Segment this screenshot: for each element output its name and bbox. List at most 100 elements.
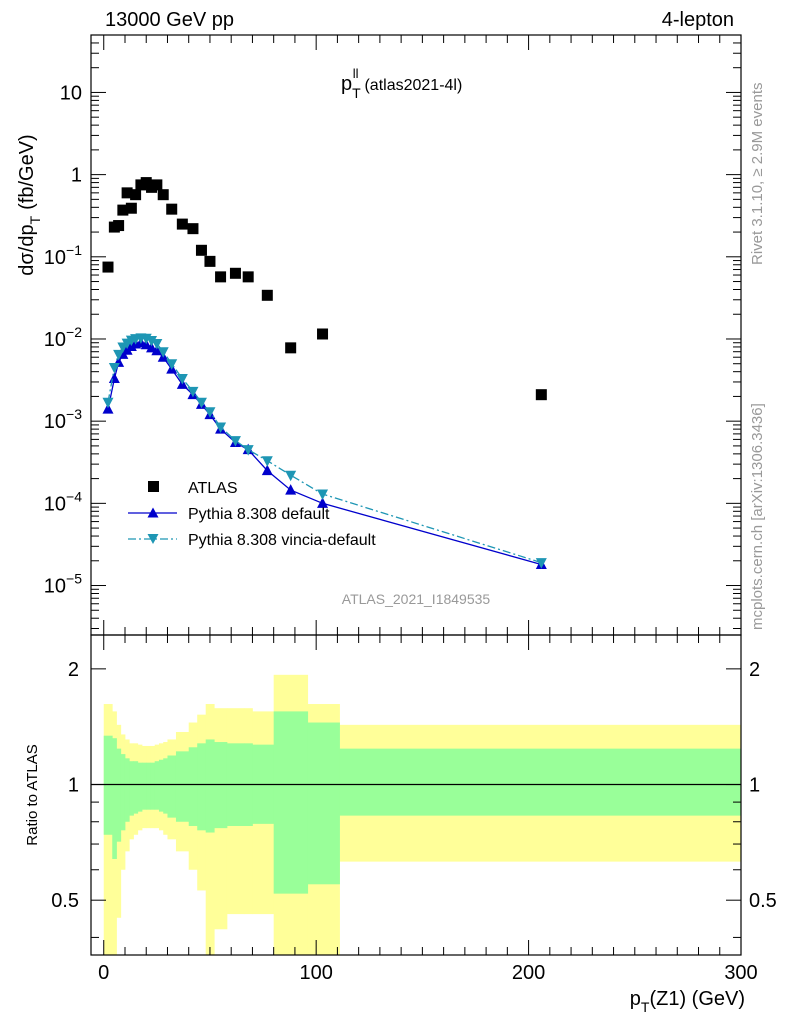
atlas-data-point bbox=[215, 271, 227, 283]
stat-band-bin bbox=[124, 758, 130, 822]
legend-marker-atlas bbox=[148, 481, 159, 492]
pythia-vincia-point bbox=[535, 558, 547, 569]
pythia-vincia-point bbox=[146, 335, 158, 347]
x-axis-label-main: p bbox=[630, 988, 641, 1010]
main-y-tick-label: 10−1 bbox=[44, 242, 82, 269]
mcplots-label: mcplots.cern.ch [arXiv:1306.3436] bbox=[749, 403, 766, 630]
pythia-vincia-point bbox=[317, 489, 329, 500]
atlas-data-point bbox=[317, 328, 329, 340]
pythia-vincia-point bbox=[113, 349, 125, 361]
atlas-data-point bbox=[195, 244, 207, 256]
x-tick-label: 100 bbox=[299, 962, 332, 984]
atlas-data-point bbox=[113, 220, 125, 232]
stat-band-bin bbox=[205, 739, 215, 833]
atlas-data-point bbox=[204, 255, 216, 267]
pythia-vincia-point bbox=[151, 339, 163, 350]
main-y-tick-label: 10−5 bbox=[44, 571, 82, 598]
atlas-data-point bbox=[285, 342, 297, 354]
stat-band-bin bbox=[158, 759, 164, 812]
atlas-data-point bbox=[117, 204, 129, 216]
x-axis-label-sub: T bbox=[641, 999, 650, 1015]
pythia-vincia-point bbox=[187, 386, 199, 398]
stat-band-bin bbox=[103, 735, 113, 835]
atlas-data-point bbox=[176, 218, 188, 230]
atlas-data-point bbox=[130, 189, 142, 201]
pythia-vincia-point bbox=[204, 407, 216, 418]
pythia-vincia-point bbox=[285, 470, 297, 482]
x-axis-label: pT(Z1) (GeV) bbox=[630, 988, 745, 1015]
pythia-vincia-point bbox=[242, 445, 254, 456]
pythia-vincia-point bbox=[157, 347, 169, 358]
stat-band-bin bbox=[150, 762, 156, 810]
ratio-y-tick-label-right: 1 bbox=[749, 775, 760, 797]
x-tick-labels: 0 100 200 300 bbox=[98, 962, 758, 984]
main-y-axis-label-sub: T bbox=[27, 215, 43, 224]
main-y-tick-label: 10 bbox=[60, 82, 82, 104]
stat-band-bin bbox=[273, 711, 309, 894]
stat-band-bin bbox=[163, 758, 168, 814]
main-y-tick-labels: 10 1 10−1 10−2 10−3 10−4 10−5 bbox=[44, 82, 82, 597]
plot-title: pTll (atlas2021-4l) bbox=[341, 66, 462, 101]
process-label: 4-lepton bbox=[662, 9, 734, 31]
stat-band-bin bbox=[197, 743, 207, 831]
analysis-watermark: ATLAS_2021_I1849535 bbox=[342, 591, 491, 607]
legend-label-atlas: ATLAS bbox=[188, 480, 238, 497]
atlas-data-point bbox=[229, 267, 241, 279]
pythia-default-point bbox=[317, 497, 329, 508]
stat-band-bin bbox=[339, 748, 742, 816]
ratio-y-tick-label-right: 0.5 bbox=[749, 890, 777, 912]
stat-band-bin bbox=[167, 755, 177, 818]
ratio-plot-frame bbox=[90, 634, 742, 956]
stat-band-bin bbox=[116, 748, 122, 842]
plot-title-sub: T bbox=[352, 85, 361, 101]
atlas-data-point bbox=[242, 271, 254, 283]
pythia-vincia-point bbox=[166, 359, 178, 370]
ratio-y-tick-labels: 0.5 0.5 1 1 2 2 bbox=[51, 659, 777, 912]
main-y-tick-label: 10−3 bbox=[44, 406, 82, 433]
main-y-tick-label: 1 bbox=[71, 165, 82, 187]
atlas-data-point bbox=[535, 389, 547, 401]
x-tick-label: 0 bbox=[98, 962, 109, 984]
ratio-y-tick-label-left: 2 bbox=[68, 659, 79, 681]
legend-label-default: Pythia 8.308 default bbox=[188, 506, 330, 523]
main-marks bbox=[102, 177, 547, 570]
ratio-bands bbox=[103, 674, 742, 955]
pythia-default-point bbox=[261, 464, 273, 476]
x-tick-label: 200 bbox=[512, 962, 545, 984]
stat-band-bin bbox=[141, 762, 147, 810]
x-tick-label: 300 bbox=[724, 962, 757, 984]
main-y-tick-label: 10−4 bbox=[44, 488, 82, 515]
stat-band-bin bbox=[188, 747, 198, 826]
pythia-vincia-point bbox=[261, 456, 273, 467]
main-panel: 10 1 10−1 10−2 10−3 10−4 10−5 pTll(atlas2021-4… bbox=[16, 34, 742, 636]
main-y-tick-label: 10−2 bbox=[44, 324, 82, 351]
main-y-axis-label: dσ/dpT (fb/GeV) bbox=[16, 134, 43, 275]
atlas-data-point bbox=[157, 189, 169, 201]
main-y-axis-label-main: dσ/dp bbox=[16, 224, 38, 275]
x-axis-label-suffix: (Z1) (GeV) bbox=[649, 988, 745, 1010]
legend-marker-vincia bbox=[147, 534, 159, 544]
ratio-y-tick-label-left: 0.5 bbox=[51, 890, 79, 912]
pythia-vincia-point bbox=[102, 397, 114, 409]
ratio-y-axis-label: Ratio to ATLAS bbox=[24, 744, 41, 845]
stat-band-bin bbox=[307, 722, 340, 885]
plot-title-main: p bbox=[341, 73, 352, 95]
atlas-data-point bbox=[151, 179, 163, 191]
pythia-default-point bbox=[285, 484, 297, 495]
stat-band-bin bbox=[146, 762, 151, 810]
stat-band-bin bbox=[175, 751, 190, 822]
stat-band-bin bbox=[112, 738, 117, 859]
pythia-default-point bbox=[108, 372, 120, 384]
main-ticks bbox=[91, 34, 742, 635]
pythia-default-point bbox=[151, 344, 163, 356]
plot-title-suffix: (atlas2021-4l) bbox=[364, 77, 462, 94]
pythia-vincia-point bbox=[215, 422, 227, 433]
stat-band-bin bbox=[154, 761, 160, 810]
atlas-data-point bbox=[102, 261, 114, 273]
pythia-vincia-point bbox=[195, 397, 207, 409]
main-y-axis-label-suffix: (fb/GeV) bbox=[16, 134, 38, 210]
legend-marker-default bbox=[147, 507, 159, 518]
pythia-vincia-point bbox=[108, 362, 120, 374]
ratio-panel: 0.5 0.5 1 1 2 2 0 100 200 300 Ratio to ATLAS pT(… bbox=[24, 634, 777, 1015]
